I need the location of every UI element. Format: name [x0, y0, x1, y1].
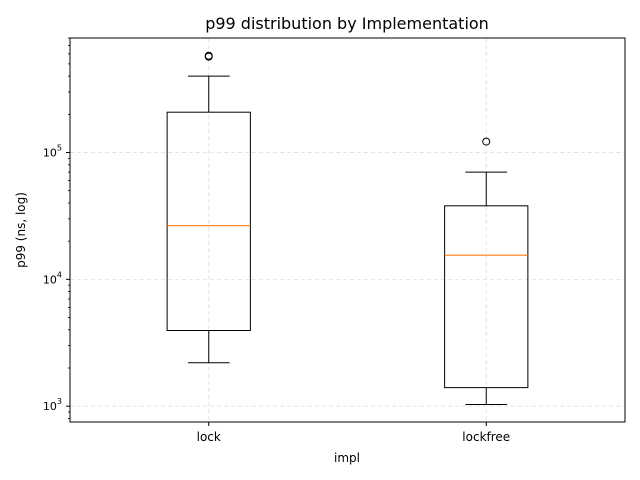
plot-frame — [69, 37, 626, 423]
box-lock — [166, 51, 251, 364]
y-tick-exponent: 5 — [57, 144, 62, 153]
iqr-box — [166, 111, 251, 331]
iqr-box — [444, 205, 529, 389]
y-tick-exponent: 4 — [57, 270, 62, 279]
box-lockfree — [444, 137, 529, 406]
y-tick-exponent: 3 — [57, 397, 62, 406]
boxes-layer — [166, 51, 529, 406]
y-tick-base: 10 — [43, 273, 57, 286]
outlier-point — [204, 52, 213, 61]
y-tick-base: 10 — [43, 147, 57, 160]
chart-title: p99 distribution by Implementation — [205, 14, 489, 33]
x-axis-label: impl — [334, 451, 360, 465]
y-tick-label: 104 — [43, 270, 62, 286]
grid-lines — [70, 38, 625, 422]
y-tick-base: 10 — [43, 400, 57, 413]
outlier-point — [482, 137, 491, 146]
y-tick-label: 105 — [43, 144, 62, 160]
x-tick-label: lock — [197, 430, 221, 444]
x-tick-label: lockfree — [462, 430, 510, 444]
y-tick-label: 103 — [43, 397, 62, 413]
y-axis-label: p99 (ns, log) — [14, 192, 28, 268]
